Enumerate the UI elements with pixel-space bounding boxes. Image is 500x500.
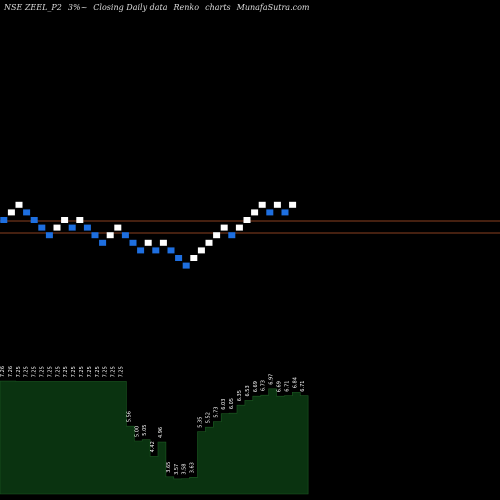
renko-brick-up [114, 224, 122, 231]
volume-label: 5.35 [198, 417, 204, 428]
renko-brick-down [83, 224, 91, 231]
renko-brick-up [15, 201, 23, 208]
volume-label: 6.84 [292, 377, 298, 388]
volume-label: 7.25 [40, 366, 46, 377]
volume-label: 5.52 [205, 412, 211, 423]
renko-brick-up [61, 217, 69, 223]
volume-label: 6.69 [277, 381, 283, 392]
volume-label: 5.56 [126, 411, 132, 422]
renko-brick-down [266, 209, 274, 216]
renko-brick-down [137, 247, 145, 254]
volume-label: 7.25 [119, 366, 125, 377]
volume-label: 7.25 [71, 366, 77, 377]
volume-label: 7.25 [79, 366, 85, 377]
volume-label: 7.26 [0, 366, 6, 377]
volume-label: 7.26 [8, 366, 14, 377]
volume-label: 7.25 [103, 366, 109, 377]
volume-label: 6.97 [269, 374, 275, 385]
volume-label: 5.05 [142, 425, 148, 436]
volume-label: 7.25 [16, 366, 22, 377]
renko-brick-up [243, 217, 251, 223]
renko-brick-up [7, 209, 15, 216]
volume-label: 7.25 [63, 366, 69, 377]
volume-label: 7.25 [87, 366, 93, 377]
renko-brick-up [190, 255, 198, 261]
volume-label: 3.57 [174, 464, 180, 475]
volume-label: 3.58 [182, 463, 188, 474]
renko-brick-up [159, 239, 167, 246]
renko-brick-down [281, 209, 289, 216]
volume-label: 3.63 [190, 462, 196, 473]
renko-brick-up [197, 247, 205, 254]
chart-title: NSE ZEEL_P2 3%~ Closing Daily data Renko cha… [4, 3, 310, 12]
volume-label: 6.05 [229, 398, 235, 409]
renko-brick-down [167, 247, 175, 254]
volume-label: 6.73 [261, 380, 267, 391]
renko-brick-up [106, 232, 114, 239]
renko-brick-down [121, 232, 129, 239]
volume-label: 6.53 [245, 385, 251, 396]
volume-label: 6.03 [221, 399, 227, 410]
renko-brick-up [76, 217, 84, 223]
volume-label: 5.00 [134, 426, 140, 437]
renko-brick-down [45, 232, 53, 239]
renko-brick-down [30, 217, 38, 223]
renko-brick-up [144, 239, 152, 246]
volume-label: 7.25 [32, 366, 38, 377]
volume-label: 7.25 [95, 366, 101, 377]
renko-brick-up [289, 201, 297, 208]
renko-brick-down [68, 224, 76, 231]
renko-brick-up [205, 239, 213, 246]
renko-brick-down [152, 247, 160, 254]
volume-area [0, 380, 309, 495]
renko-brick-up [213, 232, 221, 239]
volume-label: 4.96 [158, 427, 164, 438]
renko-brick-up [53, 224, 61, 231]
renko-brick-down [99, 239, 107, 246]
volume-label: 6.35 [237, 390, 243, 401]
renko-brick-down [228, 232, 236, 239]
volume-label: 7.25 [47, 366, 53, 377]
volume-label: 4.42 [150, 441, 156, 452]
volume-label: 6.69 [253, 381, 259, 392]
renko-brick-up [220, 224, 228, 231]
renko-brick-down [182, 262, 190, 269]
renko-brick-up [251, 209, 259, 216]
volume-label: 6.71 [300, 381, 306, 392]
renko-brick-up [273, 201, 281, 208]
renko-brick-down [0, 217, 8, 223]
renko-brick-down [91, 232, 99, 239]
renko-brick-down [23, 209, 31, 216]
volume-label: 6.71 [284, 381, 290, 392]
renko-brick-down [175, 255, 183, 261]
volume-label: 7.25 [24, 366, 30, 377]
renko-brick-down [129, 239, 137, 246]
volume-label: 5.73 [213, 407, 219, 418]
renko-brick-up [258, 201, 266, 208]
volume-label: 3.65 [166, 462, 172, 473]
renko-brick-down [38, 224, 46, 231]
volume-label: 7.25 [55, 366, 61, 377]
renko-brick-up [235, 224, 243, 231]
volume-label: 7.25 [111, 366, 117, 377]
